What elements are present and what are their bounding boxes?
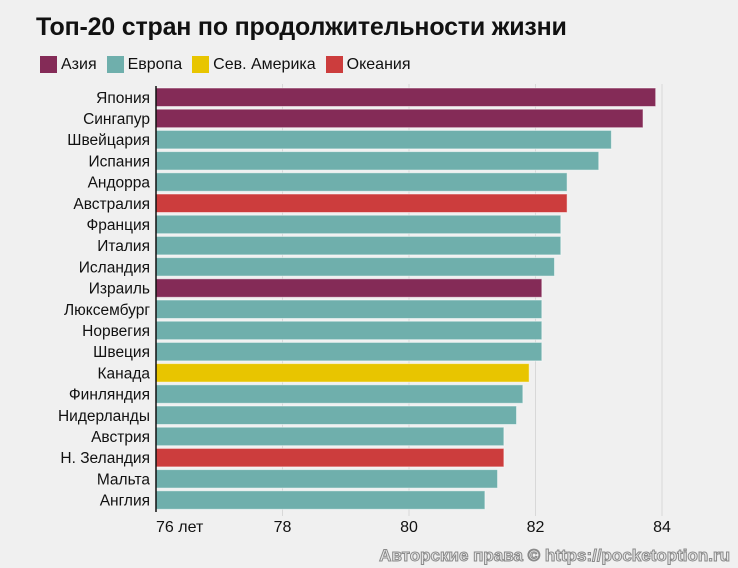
watermark: Авторские права © https://pocketoption.r… [379, 546, 731, 565]
bar [155, 341, 543, 362]
category-label: Швеция [93, 344, 150, 361]
bar [155, 363, 530, 383]
bar [155, 405, 518, 425]
legend-item: Азия [40, 55, 97, 74]
category-label: Австрия [91, 429, 150, 446]
category-label: Нидерланды [58, 408, 150, 425]
legend: Азия Европа Сев. Америка Океания [40, 55, 411, 74]
bar [155, 129, 612, 150]
bar [155, 490, 486, 510]
category-label: Мальта [97, 471, 151, 488]
bar [155, 384, 524, 404]
category-label: Франция [86, 217, 150, 234]
category-label: Люксембург [64, 302, 150, 319]
x-tick-label: 78 [274, 519, 292, 536]
category-label: Андорра [88, 175, 151, 192]
bar [155, 214, 562, 235]
bar [155, 426, 505, 447]
bar [155, 257, 555, 277]
bar [155, 108, 644, 129]
category-label: Швейцария [67, 132, 150, 149]
bar [155, 447, 505, 468]
legend-label: Азия [61, 56, 97, 73]
bar [155, 278, 543, 298]
bar [155, 299, 543, 319]
category-label: Израиль [89, 281, 150, 298]
x-tick-label: 84 [653, 519, 671, 536]
legend-item: Европа [106, 55, 183, 74]
legend-item: Сев. Америка [192, 55, 316, 74]
category-label: Австралия [73, 196, 150, 213]
bar [155, 320, 543, 341]
category-label: Англия [100, 493, 150, 510]
legend-swatch [325, 56, 343, 74]
legend-swatch [106, 56, 124, 74]
category-label: Сингапур [83, 111, 150, 128]
bar [155, 193, 568, 213]
bar [155, 151, 600, 171]
bar [155, 469, 499, 489]
category-label: Норвегия [82, 323, 150, 340]
category-label: Испания [88, 153, 150, 170]
category-label: Н. Зеландия [60, 450, 150, 467]
category-label: Япония [96, 90, 150, 107]
bar [155, 87, 657, 107]
legend-label: Океания [346, 56, 411, 73]
legend-label: Европа [127, 56, 183, 73]
legend-swatch [40, 56, 57, 74]
x-tick-label: 80 [400, 519, 418, 536]
bar [155, 235, 562, 256]
legend-item: Океания [325, 55, 411, 74]
legend-swatch [192, 56, 210, 74]
chart-title: Топ-20 стран по продолжительности жизни [36, 13, 567, 41]
category-label: Финляндия [69, 387, 150, 404]
x-tick-label: 82 [527, 519, 545, 536]
category-label: Канада [98, 365, 151, 382]
x-tick-label: 76 лет [156, 519, 204, 536]
bar [155, 172, 568, 192]
category-label: Исландия [79, 259, 150, 276]
legend-label: Сев. Америка [213, 56, 316, 73]
category-label: Италия [97, 238, 150, 255]
